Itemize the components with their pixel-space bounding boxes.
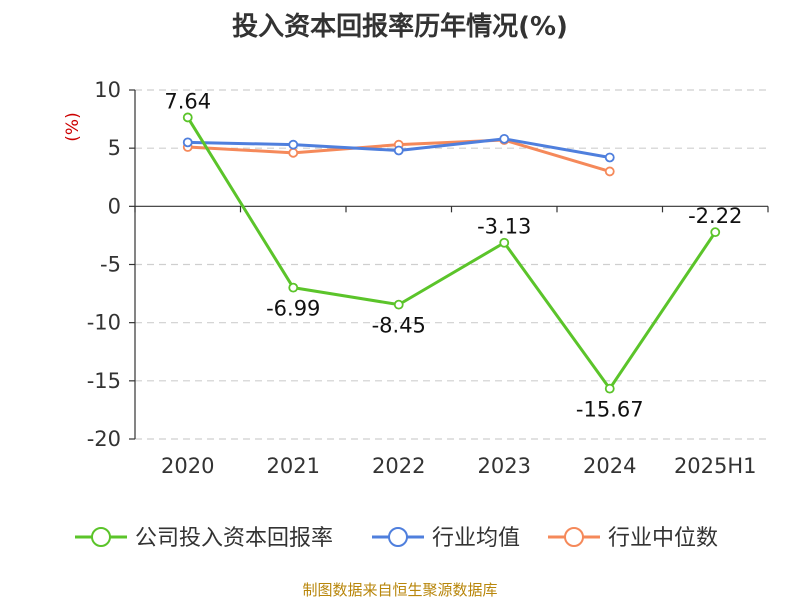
legend-marker	[564, 527, 584, 547]
series-group	[182, 112, 721, 394]
data-label: -6.99	[266, 297, 320, 321]
y-tick-label: 5	[108, 136, 121, 160]
legend-label: 行业中位数	[608, 526, 718, 551]
y-tick-label: -10	[87, 311, 121, 335]
data-label: -2.22	[688, 204, 742, 228]
legend: 公司投入资本回报率 行业均值 行业中位数	[75, 526, 718, 551]
y-tick-label: -15	[87, 369, 121, 393]
grid-lines	[135, 89, 768, 440]
data-label: -8.45	[372, 314, 426, 338]
data-point	[288, 147, 299, 158]
x-tick-label: 2023	[478, 454, 531, 478]
legend-item: 公司投入资本回报率	[75, 526, 333, 551]
y-tick-label: 0	[108, 194, 121, 218]
data-point	[604, 166, 615, 177]
y-tick-label: -5	[100, 253, 121, 277]
data-point	[182, 112, 193, 123]
data-point	[288, 139, 299, 150]
x-tick-label: 2021	[267, 454, 320, 478]
y-tick-label: -20	[87, 427, 121, 451]
legend-marker	[91, 527, 111, 547]
y-tick-label: 10	[94, 78, 121, 102]
data-point	[393, 299, 404, 310]
series-line	[186, 116, 717, 391]
data-labels: 7.64 -6.99 -8.45 -3.13 -15.67 -2.22	[164, 89, 742, 421]
data-point	[604, 152, 615, 163]
y-axis-unit: (%)	[63, 112, 83, 141]
data-label: 7.64	[164, 89, 211, 113]
legend-item: 行业均值	[372, 526, 520, 551]
x-tick-label: 2024	[583, 454, 636, 478]
legend-label: 公司投入资本回报率	[135, 526, 333, 551]
data-point	[288, 282, 299, 293]
chart-title: 投入资本回报率历年情况(%)	[232, 11, 568, 42]
data-point	[710, 227, 721, 238]
source-note: 制图数据来自恒生聚源数据库	[302, 581, 497, 599]
data-point	[393, 145, 404, 156]
legend-marker	[388, 527, 408, 547]
data-label: -3.13	[477, 215, 531, 239]
legend-item: 行业中位数	[548, 526, 718, 551]
data-point	[499, 133, 510, 144]
x-tick-label: 2025H1	[674, 454, 757, 478]
x-tick-label: 2020	[161, 454, 214, 478]
axes: 10 5 0 -5 -10 -15 -20 2020 2021 2022 2023 2024 2025H…	[87, 78, 769, 478]
x-tick-label: 2022	[372, 454, 425, 478]
data-label: -15.67	[576, 398, 644, 422]
data-point	[182, 137, 193, 148]
data-point	[499, 237, 510, 248]
data-point	[604, 383, 615, 394]
legend-label: 行业均值	[432, 526, 520, 551]
